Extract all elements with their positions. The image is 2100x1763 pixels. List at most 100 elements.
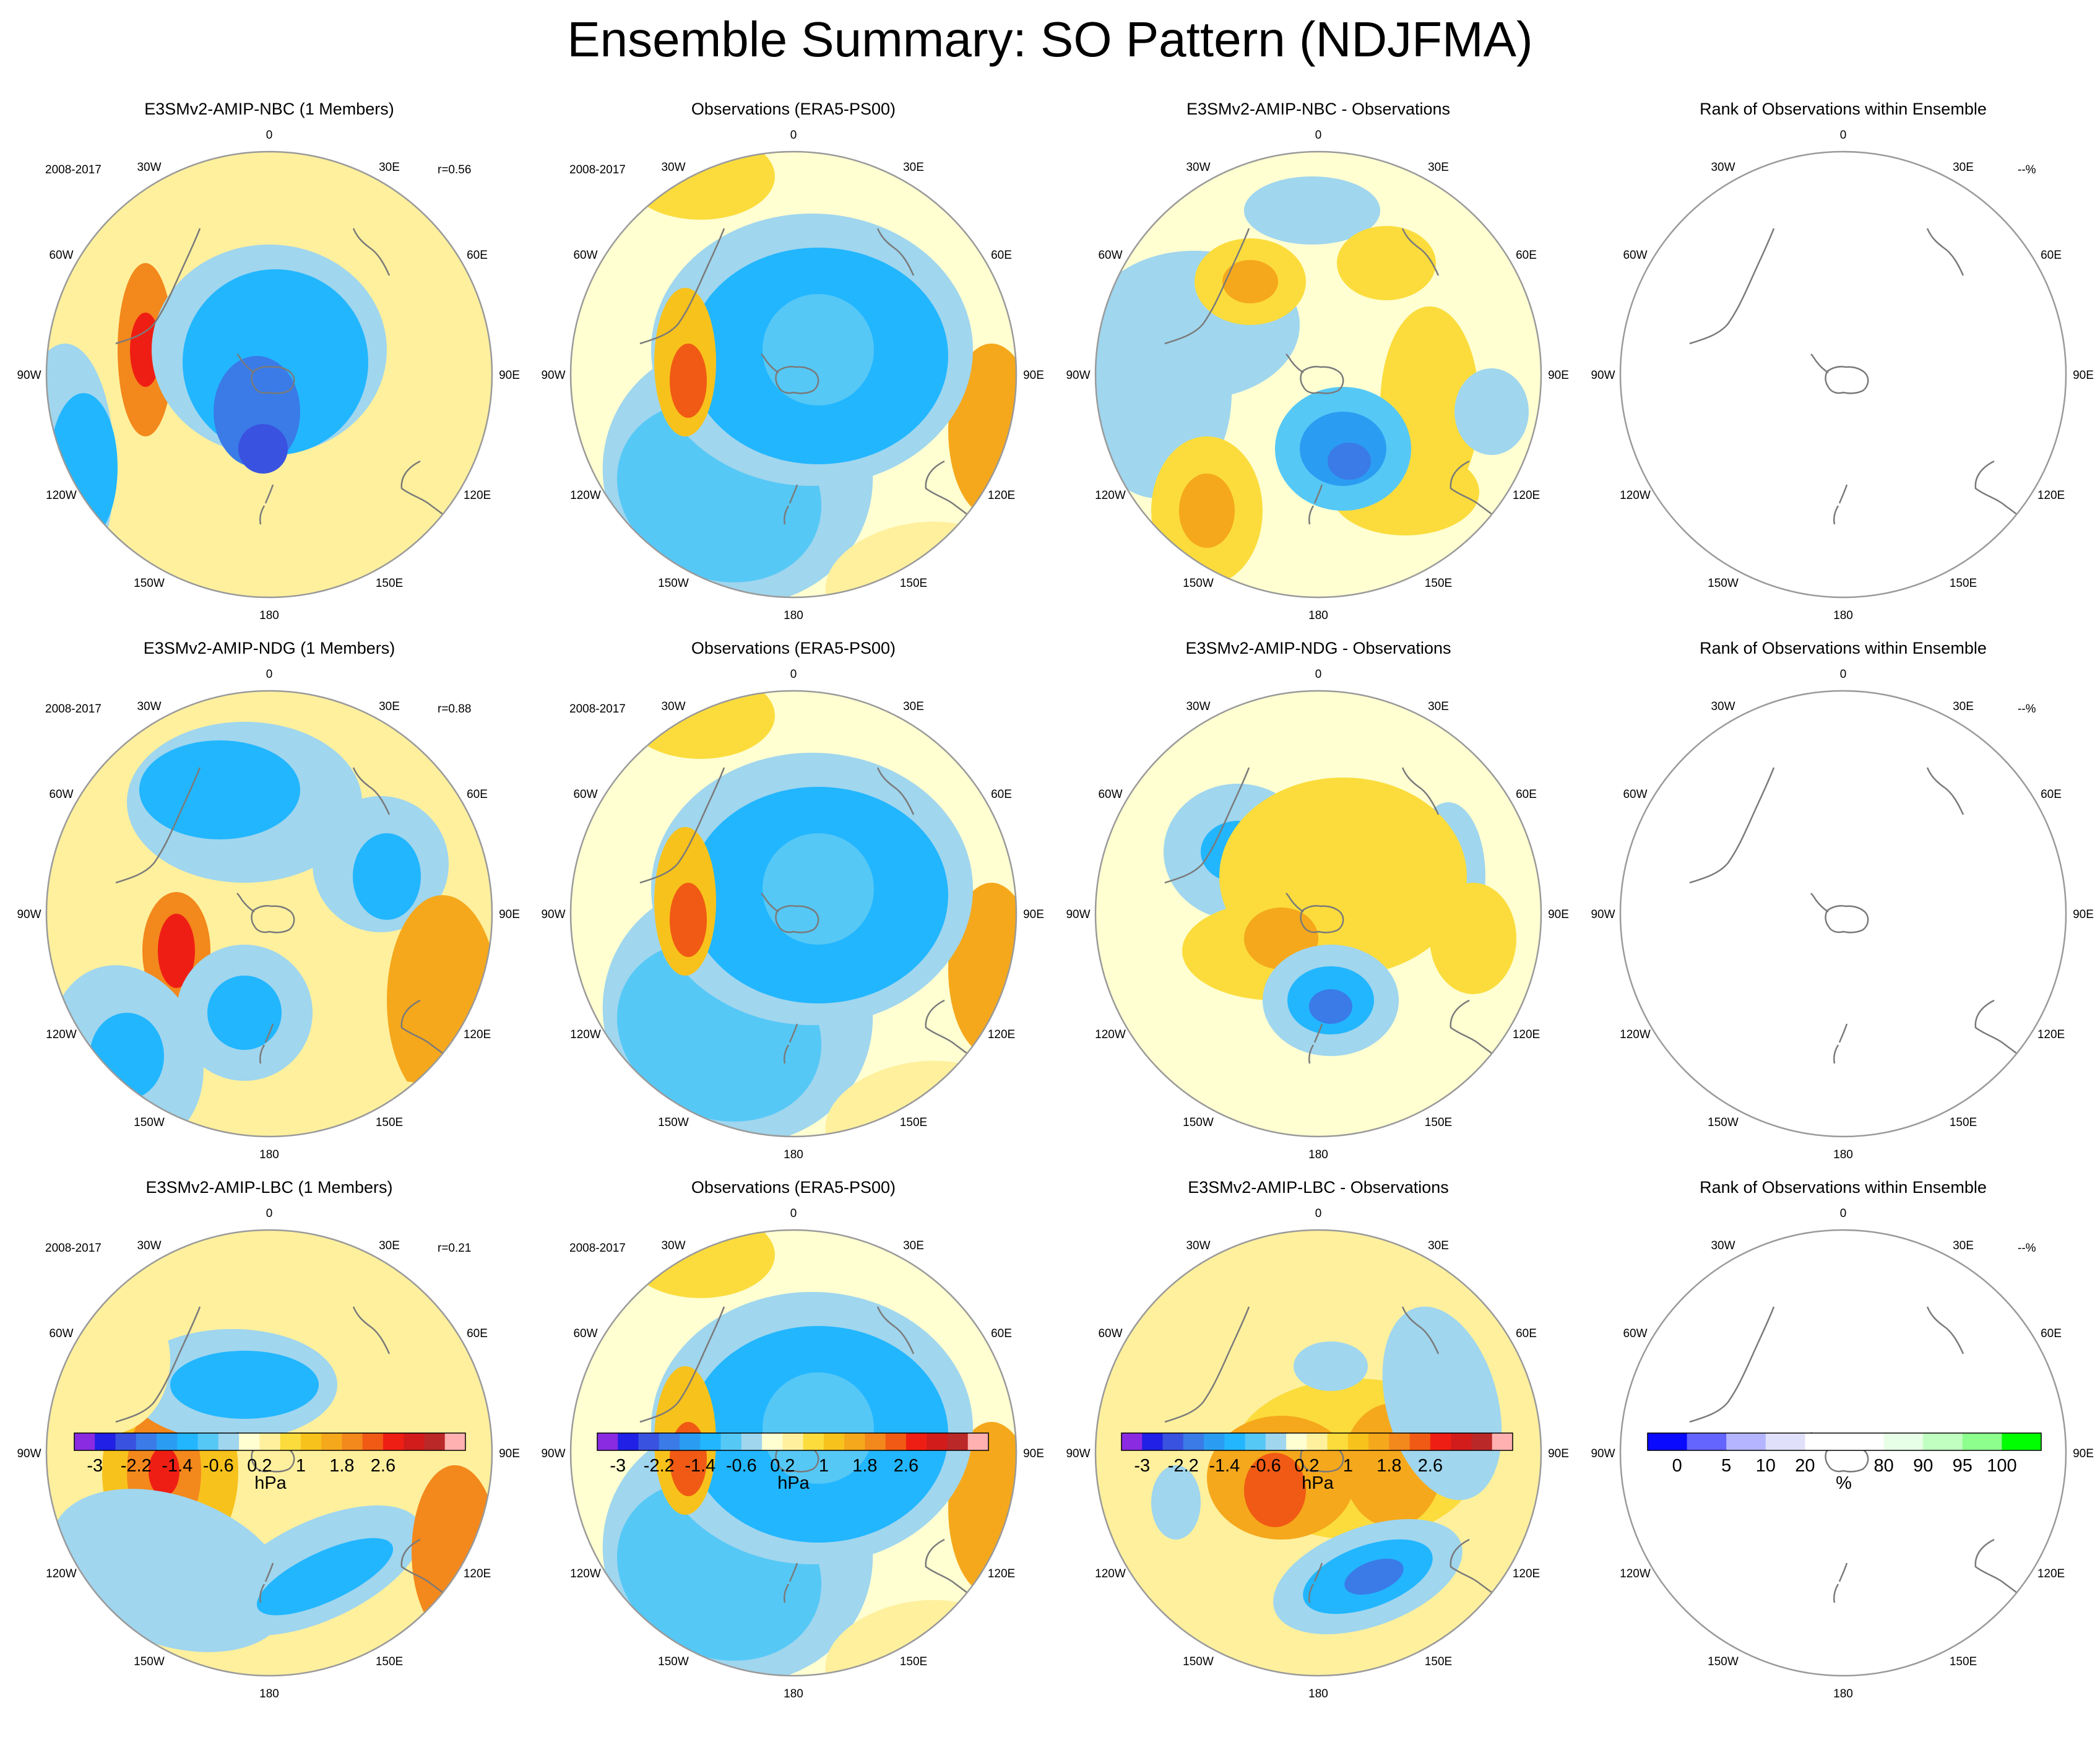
colorbar-frame: [597, 1432, 989, 1451]
colorbar-bin: [1286, 1433, 1307, 1450]
contour-region: [1344, 1558, 1404, 1595]
colorbar-bin: [1121, 1433, 1143, 1450]
longitude-label: 90W: [1591, 369, 1615, 382]
longitude-label: 60W: [1623, 788, 1647, 801]
longitude-label: 60W: [573, 249, 597, 262]
colorbar-tick-label: 0.2: [1294, 1456, 1319, 1476]
longitude-label: 150E: [376, 577, 403, 590]
longitude-label: 60E: [1516, 788, 1537, 801]
contour-region: [1309, 989, 1352, 1024]
colorbar-tick-label: 80: [1873, 1456, 1893, 1476]
longitude-label: 60W: [573, 788, 597, 801]
longitude-label: 150W: [658, 577, 689, 590]
longitude-label: 30W: [661, 700, 685, 713]
map-boundary-circle: [45, 690, 493, 1138]
colorbar-tick-label: -3: [1134, 1456, 1150, 1476]
period-label: 2008-2017: [569, 163, 626, 176]
longitude-label: 60E: [991, 1327, 1012, 1340]
colorbar-bin: [905, 1433, 927, 1450]
longitude-label: 150E: [1950, 577, 1977, 590]
colorbar-bin: [1844, 1433, 1885, 1450]
longitude-label: 0: [1840, 668, 1847, 681]
longitude-label: 60W: [1098, 249, 1122, 262]
contour-region: [763, 833, 874, 945]
colorbar-tick-label: -3: [610, 1456, 626, 1476]
longitude-label: 120E: [1513, 1567, 1540, 1580]
longitude-label: 180: [1308, 1687, 1328, 1700]
longitude-label: 150E: [900, 577, 927, 590]
period-label: 2008-2017: [45, 1242, 102, 1255]
longitude-label: 30W: [137, 161, 161, 174]
colorbar-bin: [321, 1433, 342, 1450]
colorbar-tick-label: 10: [1756, 1456, 1776, 1476]
longitude-label: 90E: [1548, 1447, 1569, 1460]
colorbar-bin: [1347, 1433, 1369, 1450]
longitude-label: 90W: [541, 908, 565, 921]
longitude-label: 60W: [49, 788, 73, 801]
longitude-label: 60E: [467, 1327, 488, 1340]
longitude-label: 180: [259, 1687, 279, 1700]
longitude-label: 180: [1833, 609, 1853, 622]
colorbar-bin: [967, 1433, 989, 1450]
colorbar-bin: [1923, 1433, 1963, 1450]
longitude-label: 90W: [17, 369, 41, 382]
colorbar-bin: [885, 1433, 907, 1450]
longitude-label: 30W: [1186, 161, 1210, 174]
contour-region: [626, 691, 775, 759]
contour-region: [353, 833, 421, 920]
contour-region: [1244, 176, 1380, 245]
longitude-label: 60W: [49, 249, 73, 262]
panel-title: Observations (ERA5-PS00): [691, 639, 896, 657]
correlation-label: r=0.21: [438, 1242, 471, 1255]
colorbar-bin: [197, 1433, 219, 1450]
colorbar-bin: [1648, 1433, 1688, 1450]
map-panel-diff-row-2: E3SMv2-AMIP-NDG - Observations 0 30E 60E 90E…: [1066, 639, 1568, 1161]
colorbar-bin: [720, 1433, 742, 1450]
longitude-label: 90E: [1548, 908, 1569, 921]
longitude-label: 150W: [134, 1655, 165, 1668]
colorbar-tick-label: 1: [1343, 1456, 1353, 1476]
longitude-label: 180: [1308, 1148, 1328, 1161]
longitude-label: 150W: [1183, 1655, 1214, 1668]
rank-percent-label: --%: [2018, 703, 2036, 716]
colorbar-frame: [1121, 1432, 1513, 1451]
longitude-label: 120W: [1620, 1567, 1651, 1580]
map-panel-obs-row-1: Observations (ERA5-PS00) 0 30E 60E 90E 120E 15…: [541, 100, 1044, 622]
map-boundary-circle: [45, 150, 493, 599]
colorbar-tick-label: 1: [819, 1456, 829, 1476]
longitude-label: 120W: [570, 1567, 601, 1580]
longitude-label: 180: [1833, 1687, 1853, 1700]
colorbar-bin: [1142, 1433, 1164, 1450]
longitude-label: 30W: [661, 161, 685, 174]
longitude-label: 30E: [1953, 700, 1974, 713]
colorbar-hpa: -3 -2.2 -1.4 -0.6 0.2 1 1.8 2.6 hPa: [74, 1432, 466, 1493]
colorbar-bin: [239, 1433, 260, 1450]
longitude-label: 150E: [900, 1655, 927, 1668]
colorbar-tick-label: -2.2: [1168, 1456, 1199, 1476]
contour-region: [170, 1351, 319, 1419]
longitude-label: 60E: [1516, 1327, 1537, 1340]
longitude-label: 120W: [1095, 489, 1126, 502]
colorbar-bin: [1805, 1433, 1845, 1450]
longitude-label: 90E: [1023, 908, 1044, 921]
contour-region: [1294, 1341, 1368, 1391]
longitude-label: 180: [259, 1148, 279, 1161]
panel-title: E3SMv2-AMIP-NBC - Observations: [1186, 100, 1450, 118]
longitude-label: 30W: [1711, 161, 1735, 174]
colorbar-unit: %: [1836, 1473, 1852, 1493]
map-boundary-circle: [1094, 690, 1542, 1138]
panel-title: Rank of Observations within Ensemble: [1700, 639, 1987, 657]
contour-region: [626, 1230, 775, 1298]
longitude-label: 60E: [2041, 249, 2062, 262]
contour-region: [1454, 368, 1529, 455]
colorbar-bin: [1883, 1433, 1924, 1450]
longitude-label: 30E: [379, 1239, 400, 1252]
colorbar-bin: [300, 1433, 322, 1450]
period-label: 2008-2017: [45, 703, 102, 716]
longitude-label: 120E: [988, 489, 1015, 502]
contour-region: [626, 152, 775, 220]
longitude-label: 30E: [903, 161, 924, 174]
longitude-label: 30E: [903, 700, 924, 713]
colorbar-tick-label: -1.4: [685, 1456, 715, 1476]
contour-region: [387, 895, 492, 1106]
